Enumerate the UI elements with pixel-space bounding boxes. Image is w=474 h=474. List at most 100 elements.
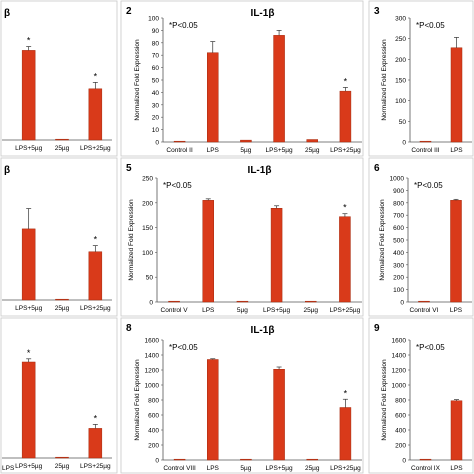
y-tick-label: 200: [142, 200, 153, 207]
panel-border: [0, 317, 118, 474]
y-tick-label: 200: [148, 443, 159, 450]
category-label: Control VI: [410, 307, 439, 314]
category-label: LPS+25µg: [80, 305, 111, 312]
category-label: 25µg: [55, 463, 70, 470]
y-tick-label: 90: [152, 28, 160, 35]
category-label: LPS+25µg: [330, 147, 361, 154]
category-label: LPS+25µg: [330, 307, 361, 314]
panel-border: [120, 0, 364, 157]
chart-title: β: [4, 8, 10, 19]
y-tick-label: 1600: [392, 338, 407, 345]
y-tick-label: 250: [142, 176, 153, 183]
bar: [55, 138, 69, 141]
y-tick-label: 400: [395, 428, 406, 435]
significance-star: *: [343, 203, 347, 213]
significance-star: *: [94, 71, 98, 81]
y-tick-label: 100: [393, 287, 404, 294]
y-tick-label: 1400: [145, 353, 160, 360]
y-tick-label: 50: [399, 119, 407, 126]
category-label: LPS+5µg: [266, 465, 293, 472]
panel-border: [120, 157, 364, 317]
bar: [305, 300, 317, 303]
y-tick-label: 300: [393, 262, 404, 269]
category-label: 25µg: [305, 465, 320, 472]
chart-panel-c6: 0 100 200 300 400 500 600 700 800 900 1000 Normaliz…: [368, 157, 474, 317]
y-tick-label: 400: [393, 250, 404, 257]
y-tick-label: 800: [148, 398, 159, 405]
category-label: 25µg: [305, 147, 320, 154]
bar: [450, 400, 463, 461]
category-label: LPS+5µg: [15, 305, 42, 312]
y-tick-label: 50: [152, 78, 160, 85]
y-tick-label: 1200: [392, 368, 407, 375]
category-label: LPS: [450, 147, 463, 154]
y-axis-label: Normalized Fold Expression: [381, 39, 388, 121]
category-label: Control V: [161, 307, 189, 314]
y-tick-label: 150: [142, 225, 153, 232]
significance-star: *: [27, 348, 31, 358]
y-tick-label: 900: [393, 188, 404, 195]
category-label: LPS+5µg: [15, 463, 42, 470]
y-tick-label: 1000: [145, 383, 160, 390]
panel-border: [0, 0, 118, 157]
significance-star: *: [344, 76, 348, 86]
category-label: LPS+25µg: [80, 145, 111, 152]
category-label: 25µg: [55, 305, 70, 312]
bar: [419, 140, 432, 143]
chart-panel-cL2: β LPS+5µg 25µg * LPS+25µg: [0, 157, 118, 317]
category-label: 5µg: [240, 465, 251, 472]
bar: [55, 456, 69, 459]
category-label: 25µg: [55, 145, 70, 152]
chart-panel-c2: 0 10 20 30 40 50 60 70 80 90 100 Normalized Fold Ex…: [120, 0, 364, 157]
category-label: Control III: [411, 147, 439, 154]
p-value-label: *P<0.05: [169, 343, 198, 352]
panel-border: [368, 0, 474, 157]
y-tick-label: 300: [395, 16, 406, 23]
y-axis-label: Normalized Fold Expression: [379, 199, 386, 281]
chart-panel-cL3: LPS * LPS+5µg 25µg * LPS+25µg: [0, 317, 118, 474]
significance-star: *: [344, 388, 348, 398]
category-label: Control IX: [411, 465, 441, 472]
bar: [273, 35, 285, 143]
y-axis-label: Normalized Fold Expression: [134, 359, 141, 441]
y-tick-label: 60: [152, 65, 160, 72]
bar: [88, 428, 103, 459]
category-label: Control VIII: [163, 465, 196, 472]
y-tick-label: 700: [393, 213, 404, 220]
category-label: LPS+5µg: [266, 147, 293, 154]
bar: [339, 407, 352, 461]
bar: [306, 139, 318, 143]
p-value-label: *P<0.05: [416, 343, 445, 352]
panel-number: 2: [126, 6, 132, 17]
bar: [450, 47, 463, 143]
category-label: LPS: [202, 307, 215, 314]
chart-panel-c5: 0 50 100 150 200 250 Normalized Fold Expressio…: [120, 157, 364, 317]
y-tick-label: 1200: [145, 368, 160, 375]
bar: [207, 359, 219, 461]
bar: [55, 298, 69, 301]
y-tick-label: 50: [146, 275, 154, 282]
bar: [202, 200, 214, 303]
category-label: LPS+25µg: [80, 463, 111, 470]
chart-title: IL-1β: [248, 165, 272, 176]
y-tick-label: 250: [395, 36, 406, 43]
y-tick-label: 100: [148, 16, 159, 23]
category-label: LPS: [2, 465, 15, 472]
y-tick-label: 30: [152, 102, 160, 109]
bar: [168, 300, 180, 303]
bar: [173, 140, 186, 143]
panel-number: 3: [374, 6, 380, 17]
category-label: LPS: [207, 465, 220, 472]
bar: [339, 216, 351, 303]
panel-border: [0, 157, 118, 317]
panel-number: 5: [126, 163, 132, 174]
category-label: LPS: [450, 465, 463, 472]
p-value-label: *P<0.05: [414, 181, 443, 190]
significance-star: *: [94, 235, 98, 245]
bar: [88, 251, 103, 301]
bar: [306, 458, 318, 461]
bar: [173, 458, 186, 461]
bar: [273, 369, 285, 461]
significance-star: *: [94, 413, 98, 423]
